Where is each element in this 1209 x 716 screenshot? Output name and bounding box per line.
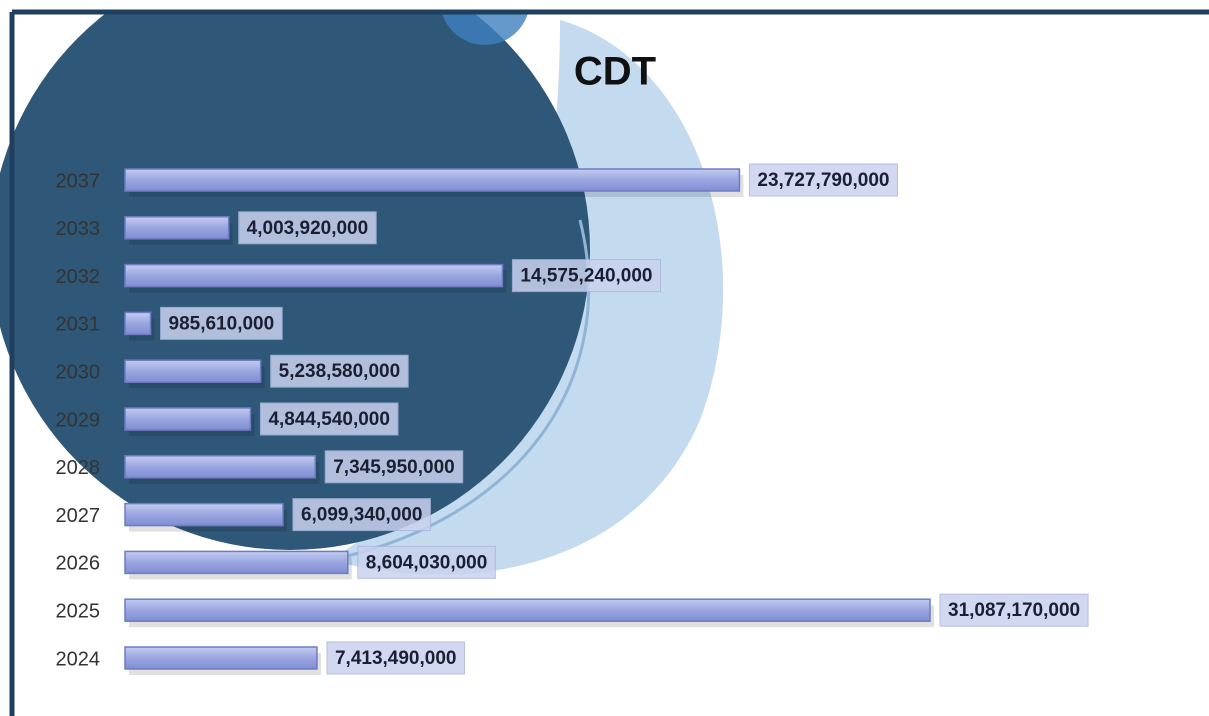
bar [125, 169, 739, 191]
y-tick-label: 2033 [56, 218, 101, 240]
y-tick-label: 2031 [56, 314, 101, 336]
bar [125, 312, 151, 334]
bar [125, 265, 502, 287]
value-label: 4,844,540,000 [268, 409, 390, 430]
y-tick-label: 2026 [56, 553, 101, 575]
value-label: 7,345,950,000 [333, 457, 455, 478]
value-label: 7,413,490,000 [335, 648, 457, 669]
value-label: 23,727,790,000 [757, 170, 889, 191]
bar [125, 504, 283, 526]
value-label: 5,238,580,000 [279, 361, 401, 382]
value-label: 985,610,000 [169, 313, 275, 334]
page: {"chart_data": {"type": "bar", "orientat… [0, 0, 1209, 716]
y-tick-label: 2027 [56, 505, 101, 527]
y-tick-label: 2030 [56, 361, 101, 383]
y-tick-label: 2024 [56, 648, 101, 670]
value-label: 31,087,170,000 [948, 600, 1080, 621]
value-label: 6,099,340,000 [301, 505, 423, 526]
y-tick-label: 2029 [56, 409, 101, 431]
value-label: 4,003,920,000 [247, 218, 369, 239]
y-tick-label: 2037 [56, 170, 101, 192]
value-label: 14,575,240,000 [520, 266, 652, 287]
bar [125, 408, 250, 430]
chart: CDT 2037 23,727,790,000 2033 4,003,920,000 2… [0, 0, 1209, 716]
bar [125, 647, 317, 669]
bar [125, 551, 348, 573]
bar [125, 217, 229, 239]
value-label: 8,604,030,000 [366, 552, 488, 573]
chart-title: CDT [574, 50, 656, 94]
bar [125, 360, 261, 382]
bar [125, 599, 930, 621]
y-tick-label: 2028 [56, 457, 101, 479]
y-tick-label: 2025 [56, 600, 101, 622]
y-tick-label: 2032 [56, 266, 101, 288]
bar [125, 456, 315, 478]
